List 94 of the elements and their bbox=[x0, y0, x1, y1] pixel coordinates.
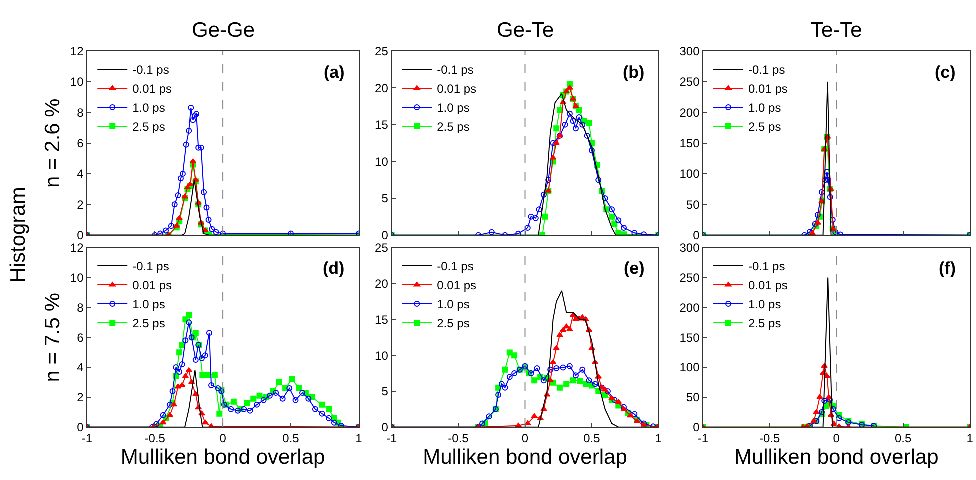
y-tick-label: 2 bbox=[77, 198, 84, 212]
y-tick-label: 6 bbox=[77, 330, 84, 345]
legend-label: -0.1 ps bbox=[748, 63, 786, 78]
chart-title: Ge-Te bbox=[497, 19, 554, 42]
y-tick-label: 250 bbox=[680, 271, 700, 286]
y-tick-label: 0 bbox=[382, 228, 389, 243]
y-tick-label: 25 bbox=[375, 44, 389, 58]
y-tick-label: 20 bbox=[375, 81, 389, 96]
y-tick-label: 5 bbox=[382, 192, 389, 206]
legend-label: -0.1 ps bbox=[132, 63, 170, 78]
legend-label: 1.0 ps bbox=[132, 298, 166, 312]
y-tick-label: 100 bbox=[680, 167, 700, 182]
x-tick-label: 1 bbox=[356, 432, 363, 446]
y-tick-label: 0 bbox=[693, 228, 700, 243]
x-axis-title: Mulliken bond overlap bbox=[734, 446, 939, 469]
y-tick-label: 8 bbox=[77, 300, 84, 315]
legend-label: -0.1 ps bbox=[437, 260, 474, 274]
y-tick-label: 50 bbox=[686, 198, 700, 212]
legend-label: 2.5 ps bbox=[748, 120, 782, 134]
y-tick-label: 200 bbox=[680, 106, 700, 120]
y-tick-label: 10 bbox=[375, 348, 389, 363]
y-tick-label: 15 bbox=[375, 312, 389, 327]
chart-title: Ge-Ge bbox=[192, 19, 256, 42]
text: Histogram bbox=[7, 187, 30, 283]
y-tick-label: 20 bbox=[375, 277, 389, 291]
y-tick-label: 0 bbox=[382, 420, 389, 435]
y-tick-label: 300 bbox=[680, 44, 700, 58]
x-tick-label: 0 bbox=[522, 432, 529, 446]
x-tick-label: -0.5 bbox=[448, 432, 470, 446]
y-tick-label: 10 bbox=[70, 75, 84, 90]
annotation: (a) bbox=[324, 63, 345, 82]
legend-label: -0.1 ps bbox=[437, 63, 474, 78]
x-tick-label: -0.5 bbox=[760, 432, 781, 446]
x-tick-label: 0 bbox=[833, 432, 840, 446]
legend-label: 2.5 ps bbox=[437, 120, 470, 134]
legend-label: 0.01 ps bbox=[437, 278, 477, 293]
x-axis-title: Mulliken bond overlap bbox=[120, 446, 326, 469]
annotation: (d) bbox=[323, 259, 345, 278]
x-tick-label: -1 bbox=[698, 432, 709, 446]
y-tick-label: 300 bbox=[680, 241, 700, 256]
legend-label: 2.5 ps bbox=[748, 316, 782, 331]
y-tick-label: 200 bbox=[680, 300, 700, 315]
x-tick-label: 0.5 bbox=[282, 432, 300, 446]
x-tick-label: 0.5 bbox=[895, 432, 912, 446]
legend-label: 1.0 ps bbox=[132, 101, 166, 116]
y-tick-label: 10 bbox=[70, 271, 84, 286]
y-tick-label: 0 bbox=[693, 420, 700, 435]
legend-label: 0.01 ps bbox=[748, 278, 788, 293]
legend-label: 0.01 ps bbox=[132, 278, 172, 293]
annotation: (b) bbox=[623, 63, 645, 82]
annotation: (c) bbox=[935, 63, 956, 82]
y-tick-label: 4 bbox=[77, 167, 84, 182]
y-tick-label: 250 bbox=[680, 75, 700, 90]
y-tick-label: 100 bbox=[680, 360, 700, 375]
y-tick-label: 0 bbox=[77, 228, 84, 243]
y-tick-label: 5 bbox=[382, 384, 389, 399]
chart-title: Te-Te bbox=[811, 19, 862, 42]
y-tick-label: 6 bbox=[77, 136, 84, 151]
legend-label: 1.0 ps bbox=[437, 298, 470, 312]
legend-label: 2.5 ps bbox=[132, 316, 166, 331]
legend-label: 1.0 ps bbox=[748, 101, 782, 116]
legend-label: 1.0 ps bbox=[437, 101, 470, 116]
legend-label: -0.1 ps bbox=[132, 260, 170, 274]
y-tick-label: 8 bbox=[77, 106, 84, 120]
legend-label: 0.01 ps bbox=[748, 82, 788, 96]
y-axis-title: n = 2.6 % bbox=[42, 98, 65, 188]
legend-label: 2.5 ps bbox=[132, 120, 166, 134]
y-tick-label: 150 bbox=[680, 136, 700, 151]
legend-label: 2.5 ps bbox=[437, 316, 470, 331]
annotation: (f) bbox=[939, 259, 956, 278]
y-tick-label: 4 bbox=[77, 360, 84, 375]
y-tick-label: 0 bbox=[77, 420, 84, 435]
y-tick-label: 150 bbox=[680, 330, 700, 345]
y-tick-label: 10 bbox=[375, 154, 389, 169]
x-tick-label: -1 bbox=[386, 432, 398, 446]
y-tick-label: 12 bbox=[70, 241, 84, 256]
y-tick-label: 15 bbox=[375, 118, 389, 132]
legend-label: 0.01 ps bbox=[437, 82, 477, 96]
x-tick-label: -0.5 bbox=[144, 432, 166, 446]
annotation: (e) bbox=[624, 259, 645, 278]
x-axis-title: Mulliken bond overlap bbox=[423, 446, 628, 469]
legend-label: 0.01 ps bbox=[132, 82, 172, 96]
y-tick-label: 25 bbox=[375, 241, 389, 256]
y-tick-label: 50 bbox=[686, 390, 700, 405]
x-tick-label: 1 bbox=[655, 432, 662, 446]
y-tick-label: 12 bbox=[70, 44, 84, 58]
y-tick-label: 2 bbox=[77, 390, 84, 405]
y-axis-title: n = 7.5 % bbox=[42, 292, 65, 382]
x-tick-label: -1 bbox=[82, 432, 93, 446]
legend-label: -0.1 ps bbox=[748, 260, 786, 274]
legend-label: 1.0 ps bbox=[748, 298, 782, 312]
x-tick-label: 1 bbox=[966, 432, 974, 446]
x-tick-label: 0.5 bbox=[584, 432, 601, 446]
x-tick-label: 0 bbox=[220, 432, 227, 446]
